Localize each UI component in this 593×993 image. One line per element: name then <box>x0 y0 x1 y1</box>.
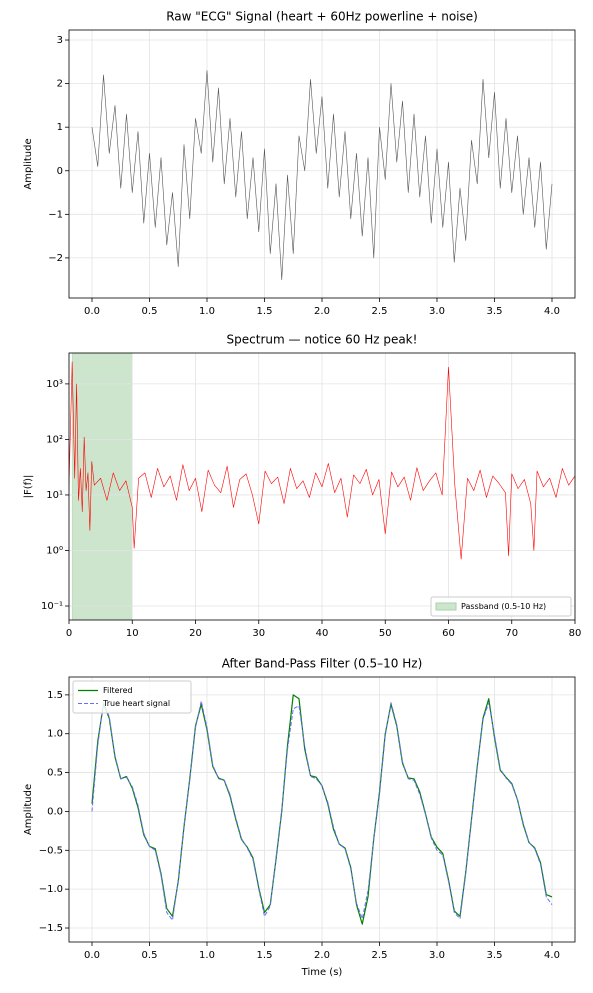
legend-label: True heart signal <box>102 699 170 708</box>
x-tick-label: 2.0 <box>314 306 330 317</box>
chart-title: After Band-Pass Filter (0.5–10 Hz) <box>222 657 423 671</box>
plot-area <box>91 70 553 280</box>
y-tick-label: 1.5 <box>47 690 63 701</box>
x-tick-label: 0 <box>66 628 72 639</box>
x-tick-label: 3.0 <box>429 306 445 317</box>
x-tick-label: 20 <box>189 628 202 639</box>
y-tick-label: 2 <box>57 79 63 90</box>
legend-box <box>430 596 572 617</box>
legend-label: Passband (0.5-10 Hz) <box>461 602 546 611</box>
y-tick-label: 0.5 <box>47 768 63 779</box>
x-tick-label: 2.0 <box>314 950 330 961</box>
x-tick-label: 2.5 <box>372 306 388 317</box>
x-tick-label: 3.5 <box>487 950 503 961</box>
series-line <box>91 70 553 280</box>
x-tick-label: 2.5 <box>372 950 388 961</box>
legend-label: Filtered <box>103 686 133 695</box>
y-tick-label: −1 <box>48 209 63 220</box>
x-tick-label: 0.5 <box>142 306 158 317</box>
y-tick-label: −2 <box>48 253 63 264</box>
x-tick-label: 0.0 <box>84 306 100 317</box>
y-axis-label: |F(f)| <box>23 475 34 499</box>
y-tick-label: 1.0 <box>47 729 63 740</box>
series-line <box>91 700 553 921</box>
y-axis-label: Amplitude <box>23 784 34 835</box>
x-tick-label: 3.0 <box>429 950 445 961</box>
y-tick-label: −1.5 <box>39 923 63 934</box>
x-tick-label: 3.5 <box>487 306 503 317</box>
axes-frame <box>68 676 576 943</box>
x-tick-label: 0.0 <box>84 950 100 961</box>
y-tick-label: 3 <box>57 35 63 46</box>
y-tick-label: 10⁰ <box>46 545 63 556</box>
chart-title: Spectrum — notice 60 Hz peak! <box>227 333 418 347</box>
y-tick-label: 1 <box>57 122 63 133</box>
y-tick-label: 10³ <box>46 379 63 390</box>
x-tick-label: 1.0 <box>199 306 215 317</box>
x-tick-label: 1.5 <box>257 950 273 961</box>
x-tick-label: 30 <box>252 628 265 639</box>
x-tick-label: 80 <box>569 628 582 639</box>
y-axis-label: Amplitude <box>23 138 34 189</box>
x-tick-label: 1.0 <box>199 950 215 961</box>
series-line <box>69 361 575 560</box>
y-tick-label: 0 <box>57 166 63 177</box>
y-tick-label: 0.0 <box>47 806 63 817</box>
chart-title: Raw "ECG" Signal (heart + 60Hz powerline… <box>166 10 478 24</box>
legend-swatch <box>435 602 457 611</box>
x-tick-label: 4.0 <box>544 950 560 961</box>
x-tick-label: 4.0 <box>544 306 560 317</box>
x-tick-label: 1.5 <box>257 306 273 317</box>
y-tick-label: 10² <box>46 434 63 445</box>
x-axis-label: Time (s) <box>301 967 343 978</box>
x-tick-label: 40 <box>316 628 329 639</box>
x-tick-label: 10 <box>126 628 139 639</box>
axes-frame <box>68 29 576 299</box>
axes-frame <box>68 352 576 621</box>
x-tick-label: 70 <box>505 628 518 639</box>
y-tick-label: −1.0 <box>39 884 63 895</box>
y-tick-label: −0.5 <box>39 845 63 856</box>
x-tick-label: 60 <box>442 628 455 639</box>
x-tick-label: 0.5 <box>142 950 158 961</box>
plot-area <box>69 361 575 560</box>
y-tick-label: 10¹ <box>46 490 63 501</box>
legend-box <box>72 680 192 714</box>
x-tick-label: 50 <box>379 628 392 639</box>
y-tick-label: 10⁻¹ <box>41 601 63 612</box>
plot-area <box>91 694 553 925</box>
